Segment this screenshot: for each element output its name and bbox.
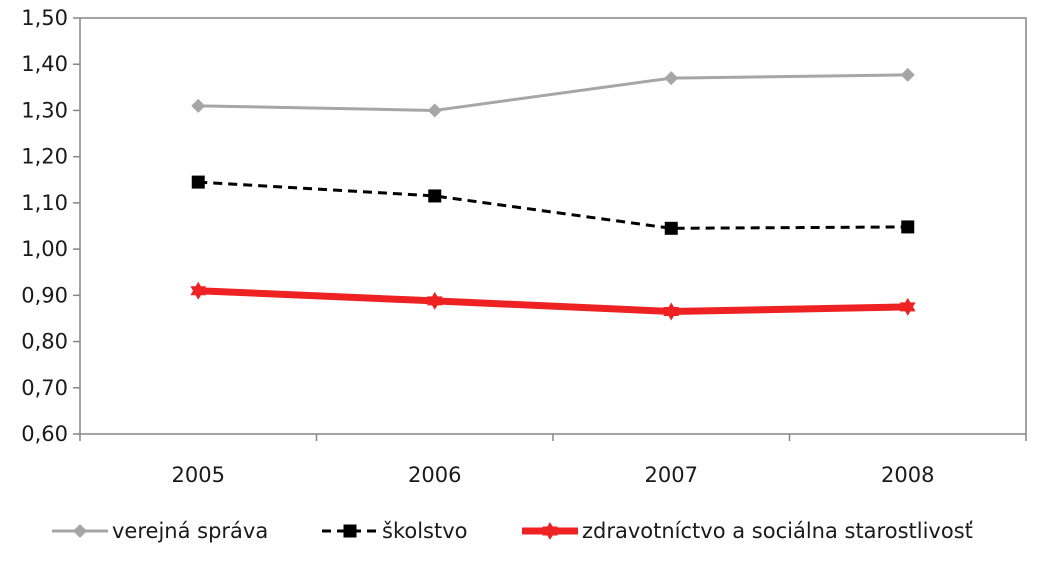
data-point <box>427 103 442 118</box>
series-1 <box>191 175 915 235</box>
y-tick-label: 1,00 <box>21 237 68 261</box>
legend-label: verejná správa <box>112 519 268 543</box>
y-tick-label: 1,40 <box>21 52 68 76</box>
series-line <box>198 287 908 316</box>
legend: verejná správa školstvo zdravotníctvo a so… <box>52 519 973 543</box>
y-tick-label: 0,80 <box>21 330 68 354</box>
legend-label: zdravotníctvo a sociálna starostlivosť <box>582 519 973 543</box>
data-point <box>191 98 206 113</box>
y-tick-label: 1,20 <box>21 145 68 169</box>
y-tick-label: 0,70 <box>21 376 68 400</box>
series-line <box>198 180 908 230</box>
y-tick-label: 1,50 <box>21 6 68 30</box>
x-axis: 2005 2006 2007 2008 <box>79 434 1027 487</box>
x-tick-label: 2005 <box>172 463 225 487</box>
legend-item: verejná správa <box>52 519 268 543</box>
data-point <box>191 175 205 189</box>
y-tick-label: 1,10 <box>21 191 68 215</box>
data-point-overlay <box>899 302 916 316</box>
data-point <box>900 67 915 82</box>
series-line <box>198 73 908 112</box>
data-point <box>664 221 678 235</box>
series-0 <box>191 67 915 118</box>
legend-item: zdravotníctvo a sociálna starostlivosť <box>522 519 973 543</box>
series-2 <box>190 281 916 321</box>
y-tick-label: 0,60 <box>21 422 68 446</box>
data-point-overlay <box>663 307 680 321</box>
y-tick-label: 1,30 <box>21 98 68 122</box>
x-tick-label: 2007 <box>645 463 698 487</box>
data-point <box>664 71 679 86</box>
legend-marker <box>343 524 357 538</box>
data-point <box>428 189 442 203</box>
legend-marker-overlay <box>542 526 558 540</box>
series-layer <box>190 67 916 321</box>
legend-item: školstvo <box>322 519 468 543</box>
y-axis: 0,60 0,70 0,80 0,90 1,00 1,10 1,20 1,30 1,40 1,50 <box>21 6 80 446</box>
legend-label: školstvo <box>382 519 468 543</box>
legend-marker <box>73 524 87 538</box>
x-tick-label: 2008 <box>881 463 934 487</box>
y-tick-label: 0,90 <box>21 283 68 307</box>
data-point-overlay <box>190 286 207 300</box>
x-tick-label: 2006 <box>408 463 461 487</box>
data-point <box>901 220 915 234</box>
data-point-overlay <box>426 296 443 310</box>
plot-area <box>79 17 1027 435</box>
